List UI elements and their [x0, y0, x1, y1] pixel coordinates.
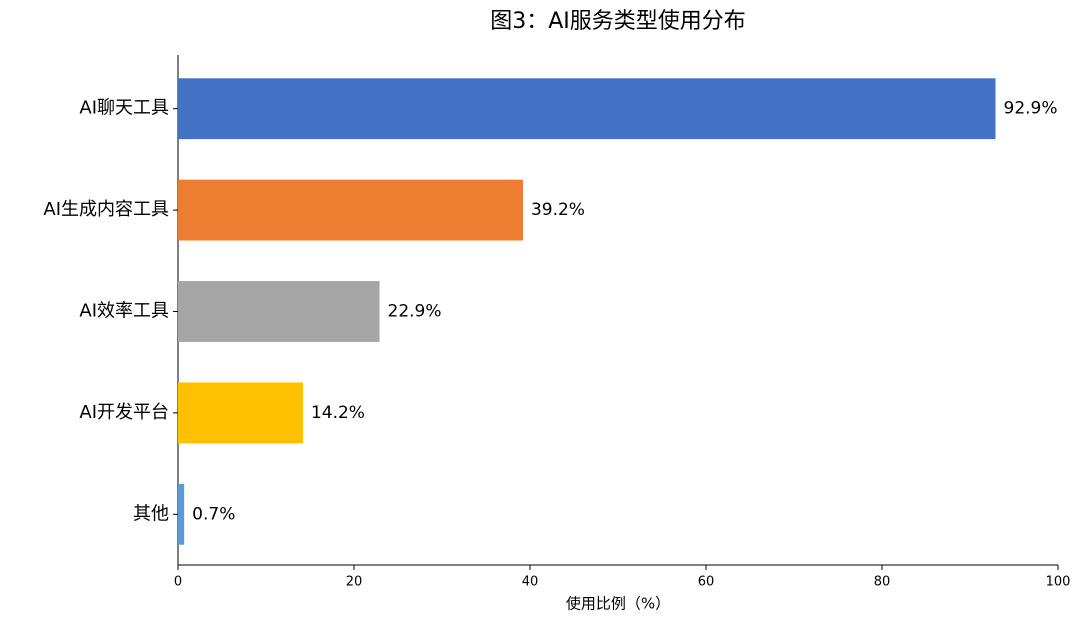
x-tick-label: 80: [874, 575, 891, 590]
value-label: 14.2%: [311, 403, 365, 423]
bar: [178, 281, 380, 342]
x-tick-label: 40: [522, 575, 539, 590]
bar: [178, 483, 185, 545]
bar: [178, 78, 996, 140]
x-axis-label: 使用比例（%）: [566, 595, 670, 613]
y-tick-label: AI开发平台: [79, 402, 169, 423]
y-tick-label: AI效率工具: [79, 301, 169, 322]
bar: [178, 179, 523, 241]
value-label: 0.7%: [192, 504, 235, 524]
bar: [178, 382, 303, 444]
x-tick-label: 60: [698, 575, 715, 590]
x-tick-label: 0: [174, 575, 182, 590]
x-tick-label: 100: [1046, 575, 1071, 590]
y-tick-label: AI生成内容工具: [43, 199, 169, 220]
value-label: 39.2%: [531, 200, 585, 220]
chart-title: 图3：AI服务类型使用分布: [490, 9, 746, 34]
value-label: 22.9%: [388, 302, 442, 322]
x-tick-label: 20: [346, 575, 363, 590]
y-tick-label: 其他: [133, 503, 169, 524]
y-tick-label: AI聊天工具: [79, 98, 169, 119]
value-label: 92.9%: [1004, 99, 1058, 119]
